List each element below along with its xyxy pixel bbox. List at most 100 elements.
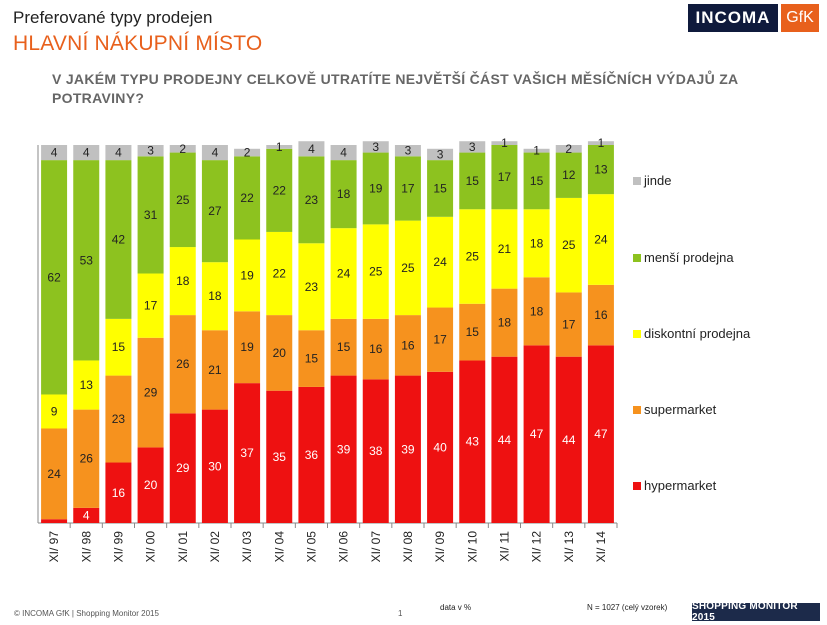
data-label: 3 <box>147 144 154 158</box>
bar-segment <box>266 148 293 232</box>
x-tick-label: XI/ 03 <box>240 531 254 563</box>
bar-segment <box>73 145 100 161</box>
bar-segment <box>73 360 100 410</box>
data-label: 24 <box>594 233 608 247</box>
data-label: 18 <box>530 236 544 250</box>
bar-segment <box>105 145 132 161</box>
legend-swatch <box>633 177 641 185</box>
bar-segment <box>491 356 518 523</box>
data-label: 25 <box>176 193 190 207</box>
bar-segment <box>41 160 68 395</box>
bar-segment <box>330 318 357 376</box>
bar-segment <box>105 318 132 376</box>
data-label: 15 <box>466 325 480 339</box>
bar-segment <box>587 145 614 195</box>
bar-segment <box>555 197 582 293</box>
page-number: 1 <box>398 609 403 618</box>
data-label: 31 <box>144 208 158 222</box>
bar-segment <box>169 152 196 248</box>
data-label: 15 <box>466 174 480 188</box>
bar-segment <box>459 360 486 523</box>
legend-label: supermarket <box>644 402 717 417</box>
bar-segment <box>41 519 68 523</box>
bar-segment <box>555 356 582 523</box>
data-label: 20 <box>144 478 158 492</box>
bar-segment <box>362 224 389 319</box>
x-tick-label: XI/ 00 <box>144 531 158 563</box>
legend-label: menší prodejna <box>644 250 734 265</box>
bar-segment <box>523 277 550 346</box>
data-label: 39 <box>337 442 351 456</box>
bar-segment <box>427 160 454 217</box>
data-label: 62 <box>47 270 61 284</box>
data-label: 1 <box>276 140 283 154</box>
bar-segment <box>394 375 421 523</box>
bar-segment <box>362 379 389 523</box>
bar-segment <box>298 243 325 331</box>
data-label: 18 <box>337 187 351 201</box>
chart-title: Preferované typy prodejen <box>13 8 213 27</box>
bar-segment <box>491 209 518 289</box>
x-tick-label: XI/ 14 <box>594 531 608 563</box>
data-label: 4 <box>115 146 122 160</box>
data-label: 36 <box>305 448 319 462</box>
data-label: 15 <box>337 340 351 354</box>
data-label: 9 <box>51 404 58 418</box>
bar-segment <box>298 156 325 244</box>
data-label: 19 <box>240 268 254 282</box>
data-label: 18 <box>498 316 512 330</box>
bar-segment <box>523 345 550 523</box>
data-label: 15 <box>530 174 544 188</box>
data-label: 21 <box>208 363 222 377</box>
sample-size-note: N = 1027 (celý vzorek) <box>587 603 668 612</box>
data-label: 44 <box>498 433 512 447</box>
bar-segment <box>523 148 550 153</box>
data-label: 20 <box>273 346 287 360</box>
data-label: 24 <box>433 255 447 269</box>
x-tick-label: XI/ 97 <box>47 531 61 563</box>
bar-segment <box>234 239 261 312</box>
data-label: 15 <box>305 352 319 366</box>
data-label: 25 <box>466 250 480 264</box>
x-tick-label: XI/ 98 <box>79 531 93 563</box>
bar-segment <box>362 141 389 153</box>
data-label: 25 <box>562 238 576 252</box>
data-label: 18 <box>208 289 222 303</box>
bar-segment <box>394 315 421 376</box>
copyright-text: © INCOMA GfK | Shopping Monitor 2015 <box>14 609 159 618</box>
data-label: 47 <box>594 427 608 441</box>
bar-segment <box>394 145 421 157</box>
bar-segment <box>73 507 100 523</box>
legend-label: diskontní prodejna <box>644 326 751 341</box>
data-label: 3 <box>437 147 444 161</box>
bar-segment <box>491 141 518 145</box>
data-label: 43 <box>466 435 480 449</box>
bar-segment <box>137 273 164 338</box>
data-label: 22 <box>273 267 287 281</box>
bar-segment <box>234 156 261 240</box>
bar-segment <box>137 447 164 523</box>
data-label: 23 <box>305 280 319 294</box>
bar-segment <box>73 160 100 361</box>
data-label: 18 <box>530 304 544 318</box>
bar-segment <box>266 390 293 523</box>
data-label: 4 <box>51 146 58 160</box>
data-label: 4 <box>340 146 347 160</box>
data-label: 17 <box>144 299 158 313</box>
data-label: 38 <box>369 444 383 458</box>
bar-segment <box>298 330 325 387</box>
x-tick-label: XI/ 05 <box>304 531 318 563</box>
data-label: 21 <box>498 242 512 256</box>
bar-segment <box>41 145 68 161</box>
bar-segment <box>330 160 357 229</box>
bar-segment <box>427 307 454 372</box>
data-label: 37 <box>240 446 254 460</box>
data-label: 24 <box>337 267 351 281</box>
data-label: 44 <box>562 433 576 447</box>
data-label: 30 <box>208 459 222 473</box>
data-label: 13 <box>80 378 94 392</box>
data-label: 4 <box>83 146 90 160</box>
legend-swatch <box>633 482 641 490</box>
data-label: 2 <box>244 146 251 160</box>
data-label: 3 <box>372 140 379 154</box>
